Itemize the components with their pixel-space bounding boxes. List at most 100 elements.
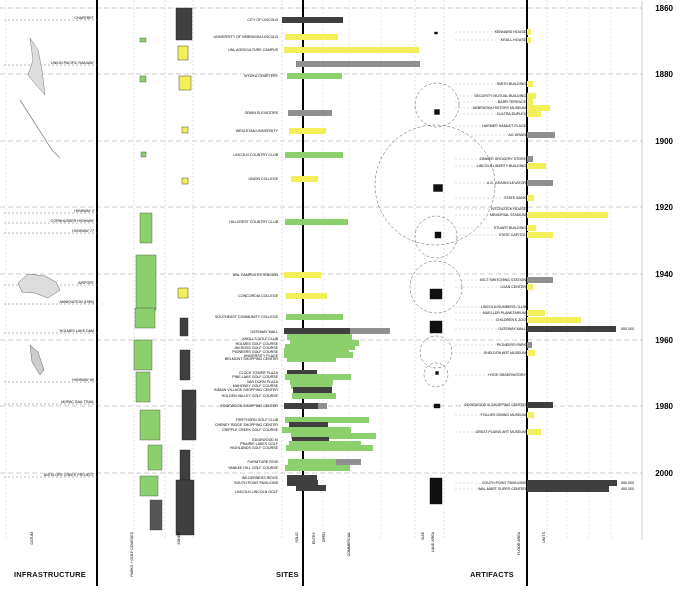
- site-bar: [285, 417, 369, 423]
- site-bar: [292, 437, 329, 443]
- artifact-bar: [527, 480, 617, 486]
- airport-map-shape: [17, 273, 61, 299]
- artifact-label: STUART BUILDING: [494, 226, 526, 230]
- section-sites-label: SITES: [276, 570, 299, 579]
- artifact-footprint: [435, 371, 439, 375]
- site-bar: [296, 485, 326, 491]
- park-shape: [135, 371, 151, 403]
- site-bar: [285, 34, 338, 40]
- site-bar: [292, 393, 336, 399]
- zoned-shape: [179, 449, 191, 481]
- site-bar: [291, 383, 332, 389]
- artifact-radius-circle: [414, 215, 458, 259]
- artifact-bar: [527, 284, 533, 290]
- artifact-bar: [527, 350, 535, 356]
- site-label: PINE LAKE GOLF COURSE: [232, 375, 278, 379]
- site-label: UNL AGRICULTURE CAMPUS: [228, 48, 278, 52]
- axis-caption: SOLID: [295, 532, 299, 543]
- site-label: KNOLLS GOLF CLUB: [242, 337, 278, 341]
- zoned-shape: [181, 389, 197, 441]
- artifact-value-label: 550,000: [621, 481, 634, 485]
- site-bar: [282, 427, 351, 433]
- park-shape: [139, 75, 147, 83]
- artifact-bar: [527, 412, 534, 418]
- site-label: MAHONEY GOLF COURSE: [233, 384, 279, 388]
- artifact-label: CHILDREN'S ZOO: [496, 318, 526, 322]
- park-shape: [139, 212, 153, 244]
- site-bar: [288, 110, 332, 116]
- artifact-bar: [527, 486, 609, 492]
- site-bar: [284, 348, 349, 354]
- artifact-label: WAL-MART SUPER CENTER: [478, 487, 526, 491]
- year-label: 1880: [655, 70, 673, 79]
- site-bar: [284, 47, 419, 53]
- site-label: BELMONT SHOPPING CENTER: [225, 357, 278, 361]
- infrastructure-label: UNION PACIFIC RAILWAY: [51, 61, 95, 65]
- infrastructure-label: HIGHWAY 80: [72, 378, 94, 382]
- park-shape: [140, 151, 147, 158]
- infrastructure-label: ANTELOPE CREEK PROJECT: [44, 473, 95, 477]
- infrastructure-label: CORNHUSKER HIGHWAY: [51, 219, 95, 223]
- site-label: WESLEYAN UNIVERSITY: [236, 129, 279, 133]
- site-bar: [284, 272, 321, 278]
- zoned-shape: [179, 349, 191, 381]
- site-bar: [287, 370, 317, 376]
- axis-caption: ENTRY: [312, 531, 316, 544]
- park-shape: [139, 475, 159, 497]
- site-label: VAN DORN PLAZA: [247, 380, 279, 384]
- artifact-bar: [527, 180, 553, 186]
- site-label: UNIVERSITY PLACE: [244, 354, 279, 358]
- axis-caption: LAND AREA: [431, 531, 435, 552]
- artifact-bar: [527, 37, 531, 43]
- section-infrastructure-label: INFRASTRUCTURE: [14, 570, 86, 579]
- infrastructure-label: AIRPORT: [78, 281, 95, 285]
- artifact-bar: [527, 99, 533, 105]
- artifact-bar: [527, 277, 553, 283]
- site-bar: [293, 387, 332, 393]
- site-bar: [318, 403, 327, 409]
- artifact-bar: [527, 132, 555, 138]
- site-label: PRAIRIE LAKES GOLF: [240, 442, 279, 446]
- artifact-bar: [527, 195, 534, 201]
- site-label: HOLMES GOLF COURSE: [236, 342, 279, 346]
- artifact-label: KRULL HOUSE: [501, 38, 527, 42]
- axis-caption: OPEN: [322, 532, 326, 543]
- site-label: WYUKA CEMETERY: [244, 74, 278, 78]
- artifact-footprint: [434, 31, 438, 35]
- site-bar: [296, 61, 420, 67]
- artifact-radius-circle: [414, 82, 460, 128]
- park-shape: [139, 409, 161, 441]
- site-label: EDGEWOOD SHOPPING CENTER: [220, 404, 278, 408]
- site-bar: [287, 334, 352, 340]
- artifact-bar: [527, 93, 536, 99]
- artifact-radius-circle: [374, 124, 496, 246]
- site-label: CONCORDIA COLLEGE: [238, 294, 278, 298]
- year-label: 1940: [655, 270, 673, 279]
- site-label: INDIAN VILLAGE SHOPPING CENTER: [214, 388, 278, 392]
- axis-caption: ZONED: [177, 532, 181, 545]
- artifact-bar: [527, 81, 533, 87]
- site-bar: [286, 293, 327, 299]
- artifact-radius-circle: [423, 362, 449, 388]
- zoned-shape: [181, 177, 189, 185]
- site-bar: [289, 422, 328, 428]
- artifact-label: AG GRAIN: [508, 133, 526, 137]
- section-artifacts-label: ARTIFACTS: [470, 570, 514, 579]
- artifact-bar: [527, 163, 546, 169]
- zoned-shape: [179, 317, 189, 337]
- park-shape: [133, 339, 153, 371]
- zoned-shape: [178, 75, 192, 91]
- artifact-radius-circle: [419, 335, 453, 369]
- year-label: 2000: [655, 469, 673, 478]
- site-label: LINCOLN COUNTRY CLUB: [233, 153, 278, 157]
- axis-caption: FLOOR AREA: [517, 531, 521, 555]
- site-bar: [290, 340, 359, 346]
- site-label: UNION COLLEGE: [248, 177, 278, 181]
- year-label: 1920: [655, 203, 673, 212]
- site-bar: [287, 356, 336, 362]
- zoned-shape: [175, 7, 193, 41]
- site-bar: [285, 152, 343, 158]
- site-label: SOUTH POINT PAVILIONS: [234, 481, 279, 485]
- zoned-shape: [181, 126, 189, 134]
